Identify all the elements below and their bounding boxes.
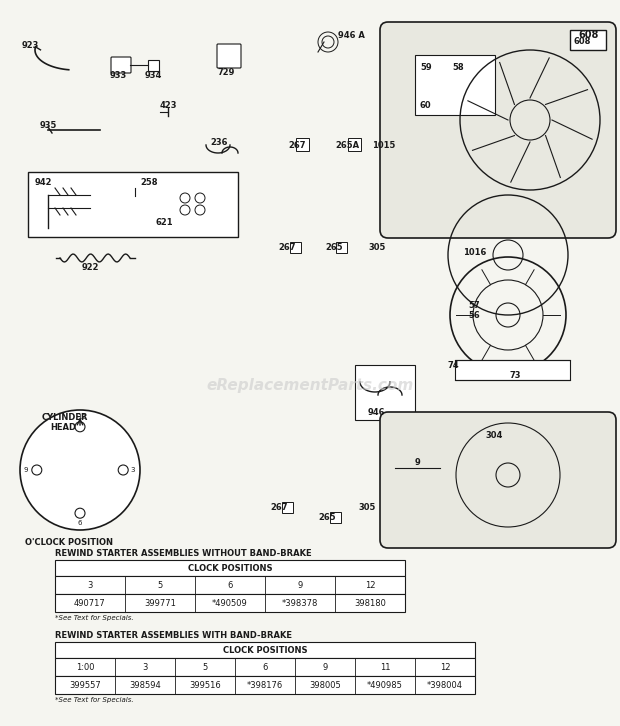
Text: CYLINDER: CYLINDER — [42, 413, 89, 422]
Text: 3: 3 — [87, 581, 92, 590]
FancyBboxPatch shape — [55, 560, 405, 576]
Text: 923: 923 — [22, 41, 40, 50]
Text: *398004: *398004 — [427, 681, 463, 690]
Text: 305: 305 — [368, 243, 386, 252]
Text: 12: 12 — [440, 663, 450, 672]
FancyBboxPatch shape — [55, 642, 475, 658]
Text: 6: 6 — [228, 581, 232, 590]
Text: 621: 621 — [155, 218, 172, 227]
Text: REWIND STARTER ASSEMBLIES WITH BAND-BRAKE: REWIND STARTER ASSEMBLIES WITH BAND-BRAK… — [55, 631, 292, 640]
Text: 398594: 398594 — [129, 681, 161, 690]
Text: 267: 267 — [270, 503, 288, 512]
Text: *See Text for Specials.: *See Text for Specials. — [55, 697, 134, 703]
Text: 56: 56 — [468, 311, 480, 320]
FancyBboxPatch shape — [380, 412, 616, 548]
Text: *398176: *398176 — [247, 681, 283, 690]
FancyBboxPatch shape — [111, 57, 131, 73]
Text: 3: 3 — [130, 467, 135, 473]
Text: *See Text for Specials.: *See Text for Specials. — [55, 615, 134, 621]
Text: 236: 236 — [210, 138, 228, 147]
Circle shape — [75, 422, 85, 432]
Text: O'CLOCK POSITION: O'CLOCK POSITION — [25, 538, 113, 547]
Text: 74: 74 — [448, 361, 459, 370]
FancyBboxPatch shape — [55, 594, 405, 612]
Text: 946: 946 — [368, 408, 386, 417]
FancyBboxPatch shape — [55, 658, 475, 676]
Text: 12: 12 — [77, 414, 86, 420]
FancyBboxPatch shape — [415, 55, 495, 115]
Text: 946 A: 946 A — [338, 31, 365, 40]
Text: 934: 934 — [145, 71, 162, 80]
Text: 265: 265 — [325, 243, 343, 252]
Text: 922: 922 — [82, 263, 99, 272]
Text: 267: 267 — [278, 243, 296, 252]
FancyBboxPatch shape — [296, 137, 309, 150]
Text: HEAD: HEAD — [50, 423, 76, 432]
Text: 399516: 399516 — [189, 681, 221, 690]
Text: 265: 265 — [318, 513, 335, 522]
Text: 258: 258 — [140, 178, 157, 187]
Text: eReplacementParts.com: eReplacementParts.com — [206, 378, 414, 393]
FancyBboxPatch shape — [281, 502, 293, 513]
FancyBboxPatch shape — [355, 365, 415, 420]
Text: 942: 942 — [35, 178, 53, 187]
Text: 1016: 1016 — [463, 248, 486, 257]
Text: 935: 935 — [40, 121, 58, 130]
Text: 9: 9 — [322, 663, 327, 672]
Text: REWIND STARTER ASSEMBLIES WITHOUT BAND-BRAKE: REWIND STARTER ASSEMBLIES WITHOUT BAND-B… — [55, 549, 312, 558]
Text: 398005: 398005 — [309, 681, 341, 690]
FancyBboxPatch shape — [347, 137, 360, 150]
Text: 60: 60 — [420, 101, 432, 110]
Text: CLOCK POSITIONS: CLOCK POSITIONS — [188, 564, 272, 573]
Text: *398378: *398378 — [282, 599, 318, 608]
Text: 265A: 265A — [335, 141, 359, 150]
Text: 304: 304 — [485, 431, 502, 440]
Text: 608: 608 — [578, 30, 598, 40]
FancyBboxPatch shape — [290, 242, 301, 253]
Text: 398180: 398180 — [354, 599, 386, 608]
Text: 305: 305 — [358, 503, 375, 512]
Circle shape — [20, 410, 140, 530]
FancyBboxPatch shape — [55, 676, 475, 694]
Text: 399771: 399771 — [144, 599, 176, 608]
Text: 608: 608 — [573, 37, 590, 46]
Text: *490985: *490985 — [367, 681, 403, 690]
Text: 399557: 399557 — [69, 681, 101, 690]
Text: 267: 267 — [288, 141, 306, 150]
FancyBboxPatch shape — [148, 60, 159, 70]
Circle shape — [118, 465, 128, 475]
Text: 58: 58 — [452, 63, 464, 72]
Circle shape — [32, 465, 42, 475]
Text: 9: 9 — [298, 581, 303, 590]
FancyBboxPatch shape — [55, 576, 405, 594]
Text: 12: 12 — [365, 581, 375, 590]
Text: 5: 5 — [157, 581, 162, 590]
Text: 1:00: 1:00 — [76, 663, 94, 672]
Text: 5: 5 — [202, 663, 208, 672]
Text: *490509: *490509 — [212, 599, 248, 608]
FancyBboxPatch shape — [28, 172, 238, 237]
FancyBboxPatch shape — [335, 242, 347, 253]
Text: 11: 11 — [379, 663, 390, 672]
FancyBboxPatch shape — [455, 360, 570, 380]
Text: 729: 729 — [218, 68, 236, 77]
Text: 57: 57 — [468, 301, 480, 310]
Text: 1015: 1015 — [372, 141, 396, 150]
FancyBboxPatch shape — [217, 44, 241, 68]
Text: 3: 3 — [143, 663, 148, 672]
Text: 6: 6 — [77, 521, 81, 526]
FancyBboxPatch shape — [570, 30, 606, 50]
Circle shape — [75, 508, 85, 518]
Text: CLOCK POSITIONS: CLOCK POSITIONS — [223, 646, 308, 655]
Text: 423: 423 — [160, 101, 177, 110]
Text: 59: 59 — [420, 63, 432, 72]
Text: 490717: 490717 — [74, 599, 106, 608]
Text: 73: 73 — [510, 371, 521, 380]
Text: 6: 6 — [262, 663, 268, 672]
Text: 9: 9 — [24, 467, 29, 473]
FancyBboxPatch shape — [329, 512, 340, 523]
FancyBboxPatch shape — [380, 22, 616, 238]
Text: 9: 9 — [415, 458, 421, 467]
Text: 933: 933 — [110, 71, 127, 80]
